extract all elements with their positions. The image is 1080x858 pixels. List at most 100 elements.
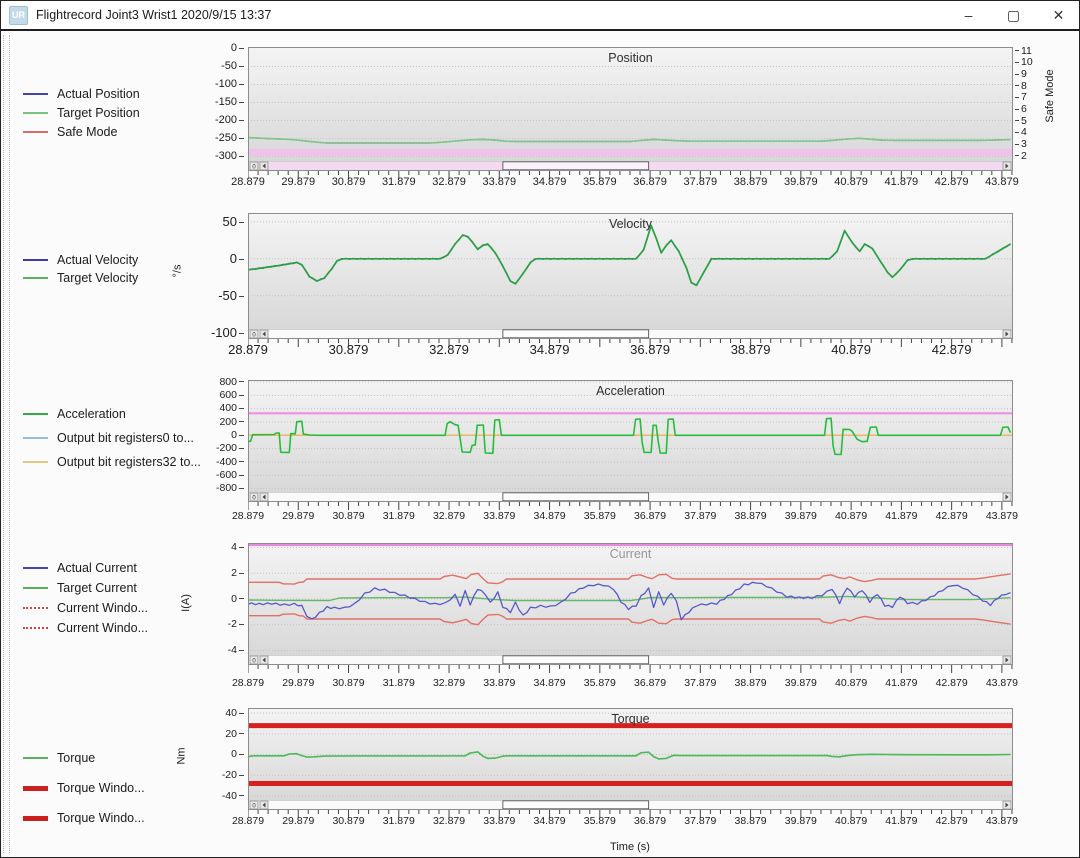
position-legend-label: Safe Mode <box>57 125 117 139</box>
velocity-xtick-label: 38.879 <box>716 342 786 357</box>
position-legend-swatch-icon <box>23 112 48 114</box>
current-legend-swatch-icon <box>23 587 48 589</box>
torque-legend-label: Torque <box>57 751 95 765</box>
acceleration-legend-swatch-icon <box>23 461 48 463</box>
velocity-legend-item: Actual Velocity <box>23 253 138 267</box>
current-legend-swatch-icon <box>23 567 48 569</box>
window-title: Flightrecord Joint3 Wrist1 2020/9/15 13:… <box>36 8 271 22</box>
position-ytick-label: -150 <box>151 96 244 108</box>
position-xtick-label: 43.879 <box>967 176 1037 188</box>
current-legend-item: Current Windo... <box>23 601 148 615</box>
velocity-ytick-label: 50 <box>151 214 244 229</box>
current-legend-label: Current Windo... <box>57 621 148 635</box>
torque-ytick-label: 0 <box>151 748 244 760</box>
position-ytick-label: -300 <box>151 150 244 162</box>
position-plot[interactable]: Position0 <box>248 47 1013 171</box>
position-right-tick-label: 7 <box>1015 91 1027 103</box>
velocity-xtick-label: 34.879 <box>515 342 585 357</box>
torque-ytick-label: 40 <box>151 707 244 719</box>
current-legend-item: Current Windo... <box>23 621 148 635</box>
torque-ytick-label: -20 <box>151 769 244 781</box>
current-legend-label: Actual Current <box>57 561 137 575</box>
torque-plot[interactable]: Torque0 <box>248 708 1013 810</box>
position-right-tick-label: 3 <box>1015 138 1027 150</box>
acceleration-legend-swatch-icon <box>23 437 48 439</box>
position-right-tick-label: 4 <box>1015 126 1027 138</box>
scrollbar-thumb[interactable] <box>503 330 649 338</box>
close-button[interactable]: ✕ <box>1036 1 1080 29</box>
velocity-xtick-label: 36.879 <box>615 342 685 357</box>
position-legend-item: Actual Position <box>23 87 140 101</box>
app-logo-icon: UR <box>9 6 28 25</box>
position-chart-title: Position <box>608 51 653 65</box>
velocity-legend-swatch-icon <box>23 277 48 279</box>
acceleration-chart-title: Acceleration <box>596 384 665 398</box>
torque-ytick-label: 20 <box>151 728 244 740</box>
position-right-tick-label: 6 <box>1015 103 1027 115</box>
current-ytick-label: -2 <box>151 618 244 630</box>
position-right-tick-label: 8 <box>1015 80 1027 92</box>
maximize-button[interactable]: ▢ <box>991 1 1036 29</box>
current-legend-label: Current Windo... <box>57 601 148 615</box>
torque-legend-item: Torque Windo... <box>23 811 145 825</box>
velocity-ytick-label: -50 <box>151 288 244 303</box>
acceleration-legend-label: Acceleration <box>57 407 126 421</box>
torque-legend-label: Torque Windo... <box>57 781 145 795</box>
acceleration-ytick-label: 800 <box>151 376 244 388</box>
position-right-tick-label: 5 <box>1015 115 1027 127</box>
velocity-chart-title: Velocity <box>609 217 653 231</box>
position-legend-item: Target Position <box>23 106 140 120</box>
app-window: UR Flightrecord Joint3 Wrist1 2020/9/15 … <box>0 0 1080 858</box>
position-right-tick-label: 10 <box>1015 56 1033 68</box>
title-bar: UR Flightrecord Joint3 Wrist1 2020/9/15 … <box>1 1 1080 31</box>
acceleration-ytick-label: 600 <box>151 389 244 401</box>
acceleration-plot[interactable]: Acceleration0 <box>248 380 1013 502</box>
acceleration-ytick-label: 200 <box>151 416 244 428</box>
torque-legend-swatch-icon <box>23 786 48 791</box>
position-right-tick-label: 9 <box>1015 68 1027 80</box>
current-legend-swatch-icon <box>23 607 48 609</box>
position-legend-swatch-icon <box>23 93 48 95</box>
acceleration-legend-item: Acceleration <box>23 407 126 421</box>
scrollbar-thumb[interactable] <box>503 493 649 501</box>
velocity-xtick-label: 42.879 <box>917 342 987 357</box>
torque-ytick-label: -40 <box>151 790 244 802</box>
velocity-xtick-label: 30.879 <box>314 342 384 357</box>
position-ytick-label: -100 <box>151 78 244 90</box>
acceleration-ytick-label: 0 <box>151 429 244 441</box>
current-xtick-label: 43.879 <box>967 677 1037 689</box>
velocity-legend-label: Target Velocity <box>57 271 138 285</box>
time-axis-label: Time (s) <box>530 841 730 853</box>
velocity-plot[interactable]: Velocity0 <box>248 213 1013 339</box>
current-legend-label: Target Current <box>57 581 137 595</box>
current-ytick-label: 2 <box>151 567 244 579</box>
position-ytick-label: -200 <box>151 114 244 126</box>
current-ytick-label: 0 <box>151 593 244 605</box>
torque-legend-label: Torque Windo... <box>57 811 145 825</box>
velocity-ytick-label: 0 <box>151 251 244 266</box>
acceleration-ytick-label: -800 <box>151 482 244 494</box>
torque-xtick-label: 43.879 <box>967 815 1037 827</box>
panel-splitter[interactable] <box>3 35 10 853</box>
scrollbar-thumb[interactable] <box>503 656 649 664</box>
current-legend-item: Target Current <box>23 581 137 595</box>
current-plot[interactable]: Current0 <box>248 543 1013 665</box>
torque-legend-swatch-icon <box>23 816 48 821</box>
current-ytick-label: 4 <box>151 541 244 553</box>
acceleration-ytick-label: -600 <box>151 469 244 481</box>
acceleration-ytick-label: 400 <box>151 402 244 414</box>
position-ytick-label: -250 <box>151 132 244 144</box>
velocity-legend-label: Actual Velocity <box>57 253 138 267</box>
minimize-button[interactable]: – <box>946 1 991 29</box>
torque-legend-swatch-icon <box>23 757 48 759</box>
scrollbar-thumb[interactable] <box>503 801 649 809</box>
scrollbar-thumb[interactable] <box>503 162 649 170</box>
velocity-ytick-label: -100 <box>151 325 244 340</box>
acceleration-legend-swatch-icon <box>23 413 48 415</box>
current-legend-item: Actual Current <box>23 561 137 575</box>
velocity-xtick-label: 40.879 <box>816 342 886 357</box>
acceleration-ytick-label: -400 <box>151 456 244 468</box>
position-right-tick-label: 2 <box>1015 150 1027 162</box>
position-legend-item: Safe Mode <box>23 125 117 139</box>
current-chart-title: Current <box>610 547 652 561</box>
